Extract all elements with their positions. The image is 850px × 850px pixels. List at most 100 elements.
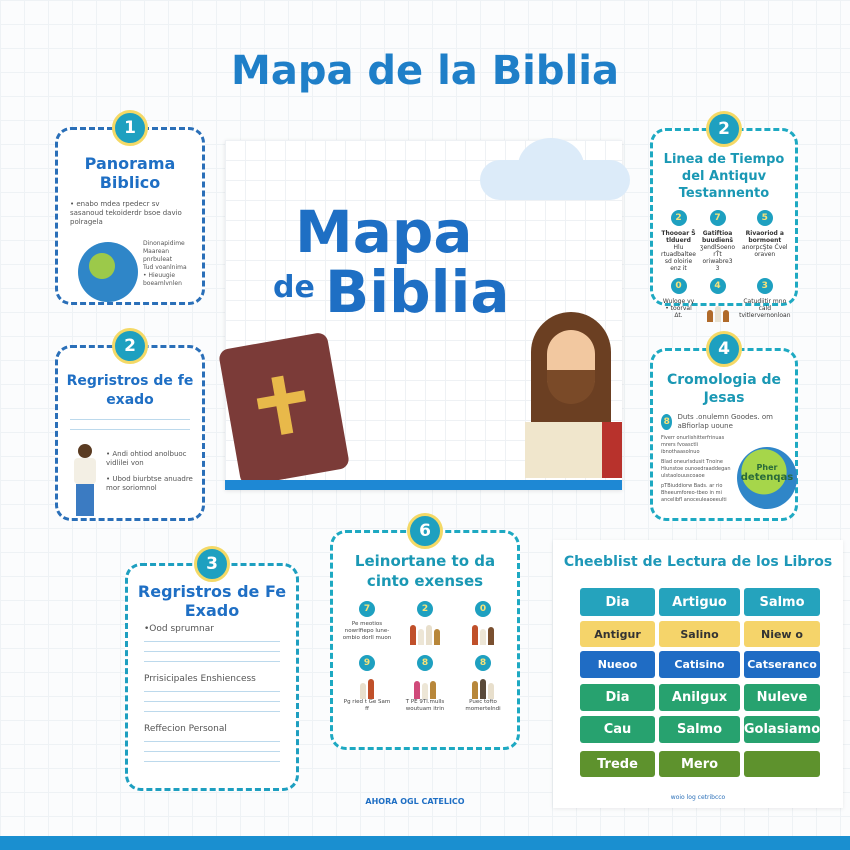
badge-number: 6 bbox=[407, 513, 443, 549]
cloud-icon bbox=[480, 138, 630, 202]
item-number: 7 bbox=[709, 210, 726, 226]
paragraph: Blad oneurlsdusit Tnoine Hiunstoe ounoed… bbox=[661, 459, 731, 479]
writing-line bbox=[144, 691, 280, 692]
checklist-cell[interactable]: Trede bbox=[580, 751, 655, 777]
checklist-cell[interactable]: Anilgux bbox=[659, 684, 740, 711]
section-label: •Ood sprumnar bbox=[144, 624, 214, 634]
card-linea-de-tiempo: 2 Linea de Tiempo del Antiquv Testannent… bbox=[650, 111, 798, 322]
badge-number: 3 bbox=[194, 546, 230, 582]
section-label: Prrisicipales Enshiencess bbox=[144, 674, 256, 684]
note: boeamlvnlen bbox=[143, 280, 182, 287]
card-text: • enabo mdea rpedecr sv sasanoud tekoide… bbox=[70, 200, 182, 226]
item-label: Rivaoriod a bormoent bbox=[745, 230, 784, 244]
item-sub: Wuloge vy • toorval Δt. bbox=[662, 298, 695, 319]
item-number: 8 bbox=[661, 414, 673, 430]
bottom-band bbox=[0, 836, 850, 850]
item-text: Puec tofto momertelndi bbox=[465, 699, 501, 712]
globe-label: Pher bbox=[756, 463, 778, 472]
badge-number: 2 bbox=[112, 328, 148, 364]
checklist-title: Cheeblist de Lectura de los Libros bbox=[563, 554, 833, 570]
writing-line bbox=[144, 711, 280, 712]
card-title: Leinortane to da cinto exenses bbox=[354, 552, 496, 590]
item-number: 7 bbox=[359, 601, 375, 617]
card-title: Regristros de fe exado bbox=[66, 373, 194, 408]
timeline-item: 2 Thoooar Ŝ tlduerd Hlu rtuadbaltee sd olo… bbox=[661, 210, 696, 272]
section-label: Reffecion Personal bbox=[144, 724, 227, 734]
bible-icon bbox=[217, 331, 351, 487]
item-number: 4 bbox=[709, 278, 726, 294]
checklist-cell[interactable]: Catisino bbox=[659, 651, 740, 678]
event-item: 2 bbox=[399, 601, 451, 645]
person-illustration bbox=[72, 444, 98, 520]
event-item: 8 T PE 9Tl.mulls woutuam itrin bbox=[399, 655, 451, 713]
checklist-cell[interactable]: Catseranco bbox=[744, 651, 820, 678]
checklist-cell[interactable]: Salmo bbox=[744, 588, 820, 616]
checklist-cell[interactable]: Dia bbox=[580, 684, 655, 711]
badge-number: 1 bbox=[112, 110, 148, 146]
note: Tud voanlnima bbox=[143, 264, 187, 271]
paragraph: pTBiuddiorw Bads. ar rio Bheeumforeo-tbe… bbox=[661, 483, 723, 496]
checklist-cell[interactable]: Mero bbox=[659, 751, 740, 777]
footer-brand: AHORA OGL CATELICO bbox=[365, 797, 465, 806]
checklist-cell[interactable]: Golasiamo bbox=[744, 716, 820, 743]
item-number: 0 bbox=[475, 601, 491, 617]
checklist-cell[interactable]: Dia bbox=[580, 588, 655, 616]
event-item: 9 Pg ried t Ge Sam ff bbox=[341, 655, 393, 713]
card-registros-de-fe-3: 3 Regristros de Fe Exado •Ood sprumnar P… bbox=[125, 546, 299, 791]
item-number: 5 bbox=[756, 210, 773, 226]
figures-illustration bbox=[457, 675, 509, 699]
timeline-item: 7 Gatiftioa buudienŝ ʒendlSoeno rŤt oriwab… bbox=[700, 210, 735, 272]
bullet: • Andi ohtiod anolbuoc vidlilei von bbox=[106, 450, 187, 467]
checklist-cell[interactable]: Salmo bbox=[659, 716, 740, 743]
globe-icon: Pher detenqas bbox=[737, 447, 797, 509]
timeline-item: 3 Catudiitir mno cald tvitlervernonloan bbox=[739, 278, 791, 322]
card-title: Linea de Tiempo del Antiquv Testannento bbox=[663, 152, 785, 201]
item-label: Thoooar Ŝ tlduerd bbox=[661, 230, 696, 244]
figures-illustration bbox=[399, 621, 451, 645]
writing-line bbox=[144, 641, 280, 642]
poster-bottom-bar bbox=[225, 480, 622, 490]
figures-illustration bbox=[457, 621, 509, 645]
checklist-cell[interactable] bbox=[744, 751, 820, 777]
checklist-cell[interactable]: Antigur bbox=[580, 621, 655, 647]
timeline-item: 0 Wuloge vy • toorval Δt. bbox=[661, 278, 696, 322]
card-title: Cromologia de Jesas bbox=[666, 372, 782, 406]
item-sub: Catudiitir mno cald tvitlervernonloan bbox=[739, 298, 791, 319]
figures-illustration bbox=[399, 675, 451, 699]
checklist-cell[interactable]: Artiguo bbox=[659, 588, 740, 616]
card-leinortane: 6 Leinortane to da cinto exenses 7 Pe meo… bbox=[330, 513, 520, 750]
lead-text: Duts .onulemn Goodes. om aBfiorlap uoune bbox=[677, 413, 773, 430]
paragraph: Fiverr onurlishitterfrinuas mrers fvoasc… bbox=[661, 435, 725, 455]
checklist-cell[interactable]: Nueoo bbox=[580, 651, 655, 678]
event-item: 0 bbox=[457, 601, 509, 645]
paragraph: ancelibfl anoceuleaoeeulti bbox=[661, 497, 727, 503]
checklist-cell[interactable]: Nuleve bbox=[744, 684, 820, 711]
event-item: 7 Pe meotios nowrlfiepo lune-ombio dorll … bbox=[341, 601, 393, 645]
bullet-list: • Andi ohtiod anolbuoc vidlilei von • Ubo… bbox=[106, 450, 198, 493]
item-label: Gatiftioa buudienŝ bbox=[701, 230, 734, 244]
note: Maarean bbox=[143, 248, 170, 255]
checklist-cell[interactable]: Niew o bbox=[744, 621, 820, 647]
card-cronologia-de-jesus: 4 Cromologia de Jesas 8 Duts .onulemn Go… bbox=[650, 331, 798, 521]
poster-title-de: de bbox=[273, 270, 315, 305]
jesus-illustration bbox=[525, 312, 622, 478]
checklist-cell[interactable]: Cau bbox=[580, 716, 655, 743]
checklist-cell[interactable]: Salino bbox=[659, 621, 740, 647]
timeline-item: 5 Rivaoriod a bormoent anorpcŞte Ćvel orav… bbox=[739, 210, 790, 272]
item-number: 8 bbox=[417, 655, 433, 671]
card-registros-de-fe: 2 Regristros de fe exado • Andi ohtiod a… bbox=[55, 328, 205, 521]
writing-line bbox=[70, 429, 190, 430]
item-number: 8 bbox=[475, 655, 491, 671]
figures-illustration bbox=[700, 298, 735, 322]
item-text: T PE 9Tl.mulls woutuam itrin bbox=[405, 699, 445, 712]
writing-line bbox=[144, 701, 280, 702]
item-number: 2 bbox=[417, 601, 433, 617]
item-sub: anorpcŞte Ćvel oraven bbox=[742, 244, 788, 258]
item-number: 0 bbox=[670, 278, 687, 294]
note: Dinonapidime bbox=[143, 240, 185, 247]
poster-title-line1: Mapa bbox=[295, 198, 473, 266]
card-title: Panorama Biblico bbox=[84, 154, 176, 192]
badge-number: 2 bbox=[706, 111, 742, 147]
globe-label: detenqas bbox=[740, 472, 794, 483]
note: pnrbuleat bbox=[143, 256, 173, 263]
